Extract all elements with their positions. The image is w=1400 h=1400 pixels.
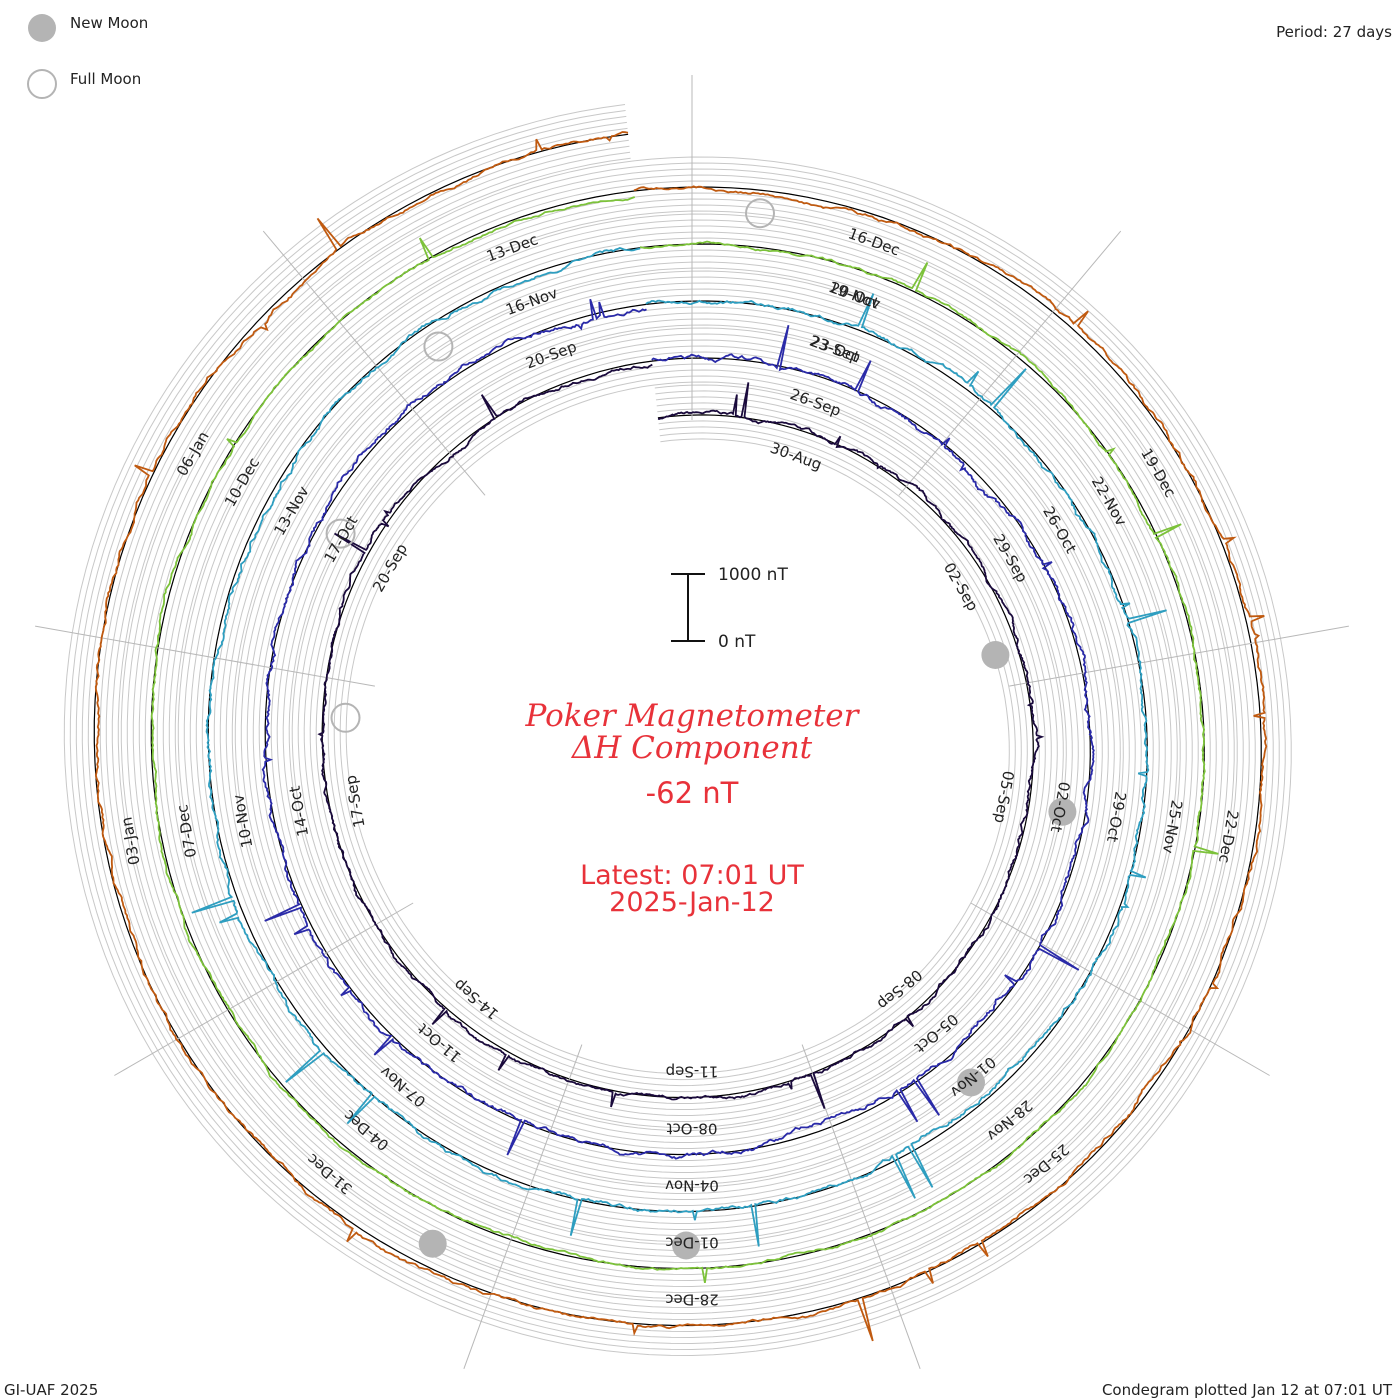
series-line-2024-08-28 [317, 363, 1045, 1109]
radial-spoke [463, 1044, 583, 1369]
new-moon-legend-label: New Moon [70, 14, 148, 32]
date-label: 20-Sep [369, 540, 411, 595]
new-moon-marker [672, 1231, 701, 1260]
new-moon-marker [981, 641, 1010, 669]
date-label: 29-Sep [989, 531, 1031, 586]
full-moon-marker [330, 702, 361, 733]
date-label: 23-Oct [808, 332, 862, 366]
spiral-gridline [111, 151, 1244, 1309]
moon-layer [325, 198, 1077, 1260]
date-label: 11-Sep [666, 1063, 719, 1081]
chart-title-line2: ΔH Component [571, 730, 813, 766]
date-label: 28-Dec [665, 1291, 719, 1309]
plotted-label: Condegram plotted Jan 12 at 07:01 UT [1102, 1381, 1393, 1399]
latest-date: 2025-Jan-12 [609, 887, 775, 918]
date-label: 11-Oct [414, 1020, 465, 1067]
date-label: 26-Sep [788, 385, 844, 420]
series-line-2024-12-14 [94, 131, 1268, 1342]
scale-top-label: 1000 nT [718, 565, 788, 585]
date-label: 08-Sep [874, 966, 926, 1014]
new-moon-marker [418, 1229, 447, 1258]
date-label: 01-Dec [665, 1234, 719, 1252]
date-label: 16-Dec [846, 224, 902, 259]
spiral-gridline [87, 127, 1268, 1333]
radial-spoke [35, 625, 375, 687]
date-label: 14-Oct [286, 785, 313, 838]
date-label: 08-Oct [666, 1120, 717, 1138]
date-label: 16-Nov [503, 284, 560, 319]
radial-spoke [114, 902, 414, 1076]
new-moon-marker [957, 1068, 985, 1097]
date-label: 06-Jan [173, 428, 213, 479]
date-label: 14-Sep [450, 975, 502, 1023]
series-line-2024-09-24 [261, 298, 1095, 1160]
current-value: -62 nT [646, 776, 739, 810]
spiral-gridline [63, 104, 1292, 1357]
date-label: 29-Oct [1103, 790, 1130, 843]
spiral-gridline [99, 139, 1256, 1321]
date-label: 19-Nov [826, 278, 883, 313]
date-label: 05-Sep [991, 769, 1018, 824]
spiral-gridline [81, 121, 1274, 1339]
spiral-gridline [75, 115, 1280, 1345]
radial-spoke [970, 902, 1270, 1076]
date-label: 02-Sep [940, 559, 982, 614]
series-line-2024-10-21 [191, 247, 1167, 1247]
series-line-2024-11-17 [150, 196, 1219, 1284]
date-label: 26-Oct [1039, 503, 1080, 556]
date-label: 05-Oct [911, 1010, 962, 1057]
spiral-gridline [105, 145, 1250, 1315]
period-label: Period: 27 days [1276, 23, 1392, 41]
scale-bottom-label: 0 nT [718, 632, 756, 652]
radial-spoke [262, 230, 486, 496]
date-label: 04-Nov [665, 1177, 719, 1195]
new-moon-legend-icon [28, 14, 56, 42]
radial-spoke [898, 230, 1122, 496]
full-moon-legend-icon [27, 69, 57, 99]
chart-title-line1: Poker Magnetometer [525, 698, 861, 734]
latest-time: Latest: 07:01 UT [580, 860, 804, 891]
full-moon-marker [423, 331, 454, 362]
spiral-gridline [117, 157, 1238, 1303]
series-layer [94, 131, 1268, 1342]
spiral-gridline [69, 110, 1286, 1351]
date-label: 25-Nov [1159, 799, 1186, 855]
credit-label: GI-UAF 2025 [4, 1381, 98, 1399]
radial-spoke [1009, 625, 1349, 687]
date-label: 03-Jan [117, 816, 143, 867]
new-moon-marker [1048, 797, 1077, 826]
date-label: 22-Dec [1215, 809, 1242, 865]
date-label: 20-Sep [523, 338, 579, 373]
scale-bar [671, 573, 705, 642]
full-moon-marker [325, 518, 356, 549]
date-label: 13-Dec [484, 230, 540, 265]
full-moon-marker [745, 198, 775, 229]
full-moon-legend-label: Full Moon [70, 70, 141, 88]
date-label: 30-Aug [768, 439, 824, 474]
